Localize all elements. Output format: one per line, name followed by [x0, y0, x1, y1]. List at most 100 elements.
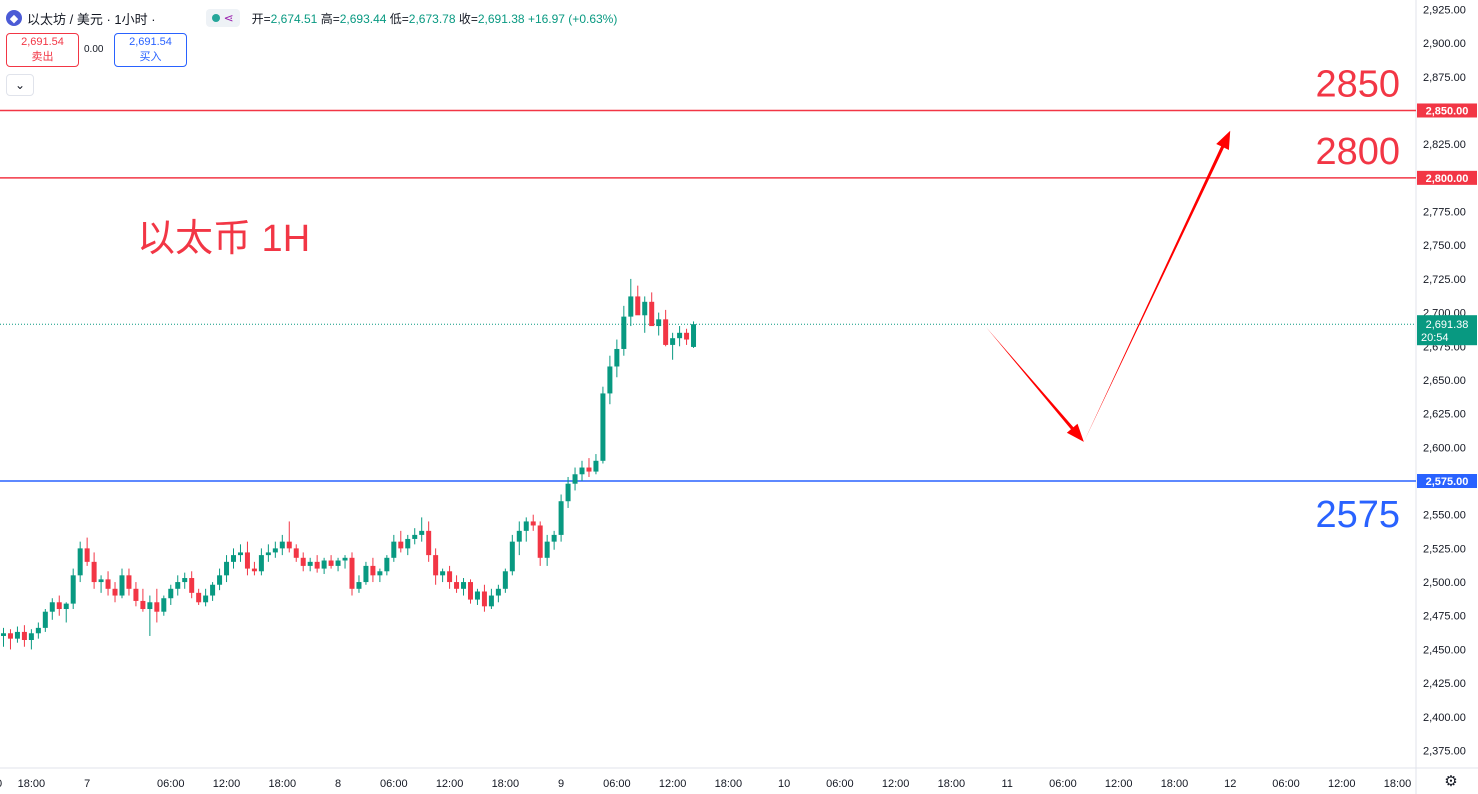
candle-body	[677, 332, 683, 339]
candle-body	[544, 541, 550, 558]
candle-body	[154, 602, 160, 612]
x-tick-label: 18:00	[269, 778, 297, 790]
y-tick-label: 2,400.00	[1423, 712, 1466, 724]
candle-body	[1, 633, 6, 636]
ethereum-icon[interactable]: ◆	[6, 10, 22, 26]
candle-body	[502, 571, 508, 589]
candle-body	[537, 525, 543, 558]
candle-body	[509, 541, 515, 572]
candle-body	[495, 588, 501, 596]
candle-body	[49, 602, 55, 612]
x-tick-label: 06:00	[1049, 778, 1077, 790]
candle-body	[63, 603, 69, 610]
candle-body	[328, 560, 334, 566]
candle-body	[656, 319, 662, 327]
candle-body	[488, 595, 494, 607]
collapse-button[interactable]: ⌄	[6, 74, 34, 96]
candle-body	[663, 319, 669, 345]
candle-body	[600, 393, 606, 461]
x-tick-label: 12:00	[1105, 778, 1133, 790]
x-tick-label: 12:00	[1328, 778, 1356, 790]
candle-body	[224, 561, 230, 576]
candle-body	[628, 296, 634, 317]
candle-body	[349, 557, 355, 589]
level-annotation: 2800	[1315, 131, 1400, 173]
candle-body	[461, 582, 467, 589]
y-tick-label: 2,525.00	[1423, 543, 1466, 555]
x-tick-label: 12:00	[882, 778, 910, 790]
y-tick-label: 2,925.00	[1423, 4, 1466, 16]
x-tick-label: 12:00	[659, 778, 687, 790]
y-tick-label: 2,450.00	[1423, 644, 1466, 656]
buy-button[interactable]: 2,691.54 买入	[114, 33, 187, 67]
open-label: 开=	[251, 11, 271, 26]
chart-header: ◆ 以太坊 / 美元 · 1小时 · ⋖ 开=2,674.51 高=2,693.…	[6, 8, 617, 28]
high-label: 高=	[320, 11, 340, 26]
candle-body	[189, 578, 195, 593]
x-tick-label: 8	[335, 778, 341, 790]
candle-body	[258, 555, 264, 572]
candle-body	[551, 534, 557, 542]
candle-body	[558, 501, 564, 535]
candle-body	[77, 548, 83, 576]
indicator-badge[interactable]: ⋖	[205, 9, 240, 27]
y-tick-label: 2,900.00	[1423, 38, 1466, 50]
low-value: 2,673.78	[408, 11, 456, 26]
candle-body	[335, 560, 341, 566]
candle-body	[272, 548, 278, 553]
sell-button[interactable]: 2,691.54 卖出	[6, 33, 79, 67]
candle-body	[140, 600, 146, 610]
candle-body	[175, 582, 181, 589]
candle-body	[370, 565, 376, 576]
candle-body	[440, 571, 446, 576]
x-tick-label: 06:00	[826, 778, 854, 790]
candle-body	[621, 316, 627, 349]
candle-body	[426, 530, 432, 556]
level-price-label: 2,850.00	[1426, 105, 1469, 117]
candle-body	[649, 301, 655, 327]
candle-body	[691, 324, 697, 347]
x-tick-label: 06:00	[380, 778, 408, 790]
change-value: +16.97 (+0.63%)	[527, 11, 618, 26]
open-value: 2,674.51	[270, 11, 318, 26]
candle-body	[447, 571, 453, 583]
x-tick-label: 9	[558, 778, 564, 790]
candle-body	[593, 460, 599, 472]
y-tick-label: 2,625.00	[1423, 409, 1466, 421]
x-tick-label: 12:00	[213, 778, 241, 790]
candle-body	[42, 611, 48, 628]
candle-body	[363, 565, 369, 583]
candle-body	[91, 561, 97, 583]
candle-body	[356, 582, 362, 589]
y-tick-label: 2,425.00	[1423, 678, 1466, 690]
level-price-tag	[1417, 170, 1477, 185]
candle-body	[35, 627, 41, 634]
candle-body	[21, 631, 27, 640]
candle-body	[203, 595, 209, 603]
green-dot-icon	[211, 14, 220, 22]
y-tick-label: 2,550.00	[1423, 510, 1466, 522]
candle-body	[307, 561, 313, 566]
candle-body	[467, 582, 473, 600]
last-price-label: 2,691.38	[1426, 319, 1469, 331]
candle-body	[293, 548, 299, 558]
symbol-title[interactable]: 以太坊 / 美元 · 1小时 ·	[27, 11, 156, 27]
x-tick-label: 12:00	[436, 778, 464, 790]
forecast-arrow	[986, 327, 1084, 442]
x-tick-label: 10	[778, 778, 790, 790]
level-price-label: 2,575.00	[1426, 476, 1469, 488]
x-tick-label: 06:00	[603, 778, 631, 790]
gear-icon[interactable]: ⚙	[1444, 773, 1458, 790]
x-tick-label: 06:00	[1272, 778, 1300, 790]
candle-body	[516, 530, 522, 542]
close-label: 收=	[458, 11, 478, 26]
candle-body	[314, 561, 320, 569]
x-tick-label: 18:00	[18, 778, 46, 790]
network-icon[interactable]: ⋖	[223, 11, 234, 25]
candle-body	[398, 541, 404, 549]
candle-body	[642, 301, 648, 316]
candle-body	[614, 348, 620, 367]
y-tick-label: 2,500.00	[1423, 577, 1466, 589]
candle-body	[412, 534, 418, 539]
